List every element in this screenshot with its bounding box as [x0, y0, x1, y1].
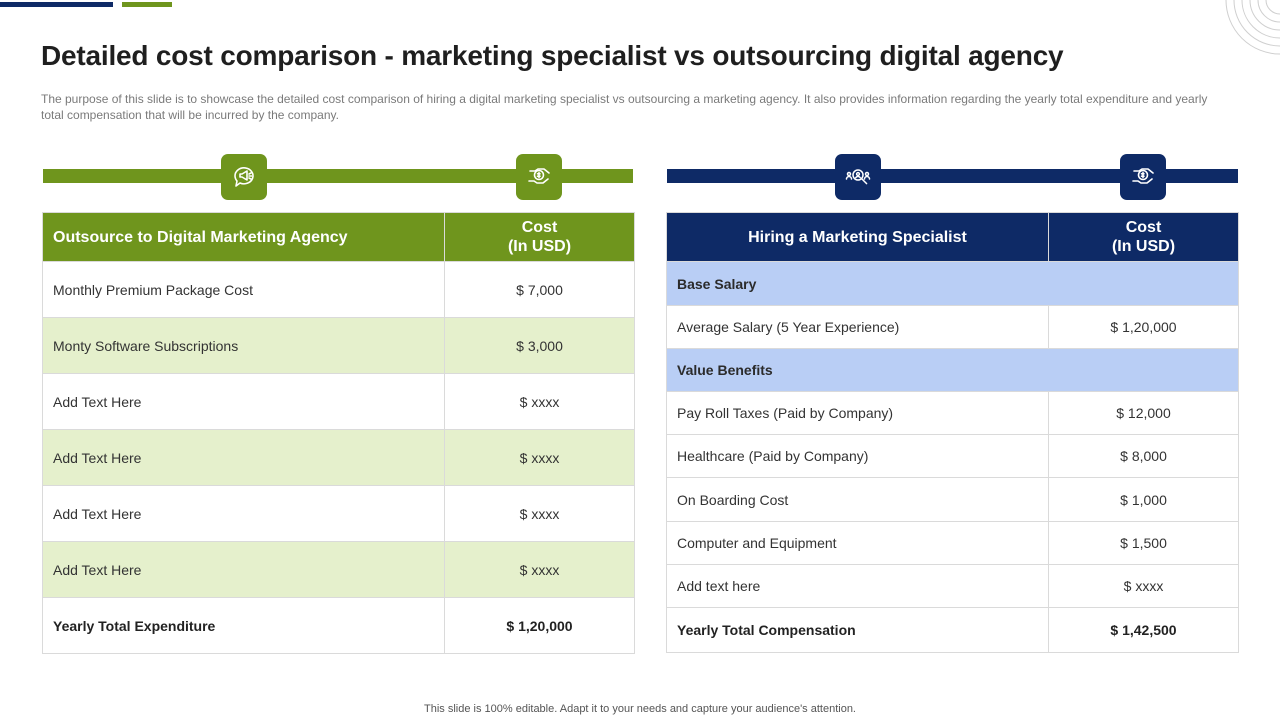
- table-row: Add Text Here $ xxxx: [42, 485, 635, 542]
- total-row: Yearly Total Compensation $ 1,42,500: [666, 607, 1239, 653]
- row-label: Average Salary (5 Year Experience): [666, 305, 1049, 349]
- dollar-hand-icon: [1120, 154, 1166, 200]
- row-label: Monty Software Subscriptions: [42, 317, 445, 374]
- row-label: Pay Roll Taxes (Paid by Company): [666, 391, 1049, 435]
- agency-header-rail: [43, 169, 633, 183]
- people-search-icon: [835, 154, 881, 200]
- row-value: $ 12,000: [1048, 391, 1239, 435]
- table-row: Monthly Premium Package Cost $ 7,000: [42, 261, 635, 318]
- table-row: On Boarding Cost $ 1,000: [666, 477, 1239, 522]
- row-value: $ xxxx: [444, 485, 635, 542]
- row-label: Add Text Here: [42, 541, 445, 598]
- total-row: Yearly Total Expenditure $ 1,20,000: [42, 597, 635, 654]
- agency-cost-table: Outsource to Digital Marketing Agency Co…: [42, 212, 635, 654]
- row-value: $ xxxx: [444, 373, 635, 430]
- cost-column-header: Cost (In USD): [444, 212, 635, 262]
- table-header-row: Outsource to Digital Marketing Agency Co…: [42, 212, 635, 262]
- section-label: Base Salary: [666, 261, 1239, 306]
- row-value: $ xxxx: [1048, 564, 1239, 608]
- table-row: Computer and Equipment $ 1,500: [666, 521, 1239, 565]
- total-value: $ 1,20,000: [444, 597, 635, 654]
- specialist-column-header: Hiring a Marketing Specialist: [666, 212, 1049, 262]
- table-row: Add Text Here $ xxxx: [42, 429, 635, 486]
- specialist-header-rail: [667, 169, 1238, 183]
- top-accent-bar-navy: [0, 2, 113, 7]
- section-label: Value Benefits: [666, 348, 1239, 392]
- footer-note: This slide is 100% editable. Adapt it to…: [424, 703, 856, 715]
- row-label: Computer and Equipment: [666, 521, 1049, 565]
- row-label: On Boarding Cost: [666, 477, 1049, 522]
- row-label: Add Text Here: [42, 429, 445, 486]
- table-header-row: Hiring a Marketing Specialist Cost (In U…: [666, 212, 1239, 262]
- agency-column-header: Outsource to Digital Marketing Agency: [42, 212, 445, 262]
- table-row: Add Text Here $ xxxx: [42, 373, 635, 430]
- cost-column-header: Cost (In USD): [1048, 212, 1239, 262]
- table-row: Add Text Here $ xxxx: [42, 541, 635, 598]
- row-value: $ 1,000: [1048, 477, 1239, 522]
- row-label: Monthly Premium Package Cost: [42, 261, 445, 318]
- row-label: Add text here: [666, 564, 1049, 608]
- table-row: Healthcare (Paid by Company) $ 8,000: [666, 434, 1239, 478]
- row-value: $ xxxx: [444, 541, 635, 598]
- table-row: Pay Roll Taxes (Paid by Company) $ 12,00…: [666, 391, 1239, 435]
- total-label: Yearly Total Expenditure: [42, 597, 445, 654]
- row-label: Add Text Here: [42, 373, 445, 430]
- row-label: Healthcare (Paid by Company): [666, 434, 1049, 478]
- dollar-hand-icon: [516, 154, 562, 200]
- specialist-cost-table: Hiring a Marketing Specialist Cost (In U…: [666, 212, 1239, 653]
- table-row: Monty Software Subscriptions $ 3,000: [42, 317, 635, 374]
- top-accent-bar-green: [122, 2, 172, 7]
- total-label: Yearly Total Compensation: [666, 607, 1049, 653]
- row-value: $ 7,000: [444, 261, 635, 318]
- row-value: $ xxxx: [444, 429, 635, 486]
- section-row: Value Benefits: [666, 348, 1239, 392]
- table-row: Add text here $ xxxx: [666, 564, 1239, 608]
- section-row: Base Salary: [666, 261, 1239, 306]
- row-value: $ 3,000: [444, 317, 635, 374]
- page-subtitle: The purpose of this slide is to showcase…: [41, 92, 1208, 122]
- megaphone-chat-icon: [221, 154, 267, 200]
- row-value: $ 8,000: [1048, 434, 1239, 478]
- corner-circles-decoration: [1220, 0, 1280, 60]
- page-title: Detailed cost comparison - marketing spe…: [41, 40, 1064, 71]
- row-value: $ 1,20,000: [1048, 305, 1239, 349]
- row-label: Add Text Here: [42, 485, 445, 542]
- total-value: $ 1,42,500: [1048, 607, 1239, 653]
- row-value: $ 1,500: [1048, 521, 1239, 565]
- table-row: Average Salary (5 Year Experience) $ 1,2…: [666, 305, 1239, 349]
